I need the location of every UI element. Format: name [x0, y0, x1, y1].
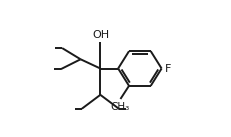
Text: CH₃: CH₃ [110, 102, 129, 112]
Text: F: F [165, 64, 171, 73]
Text: OH: OH [92, 30, 109, 40]
